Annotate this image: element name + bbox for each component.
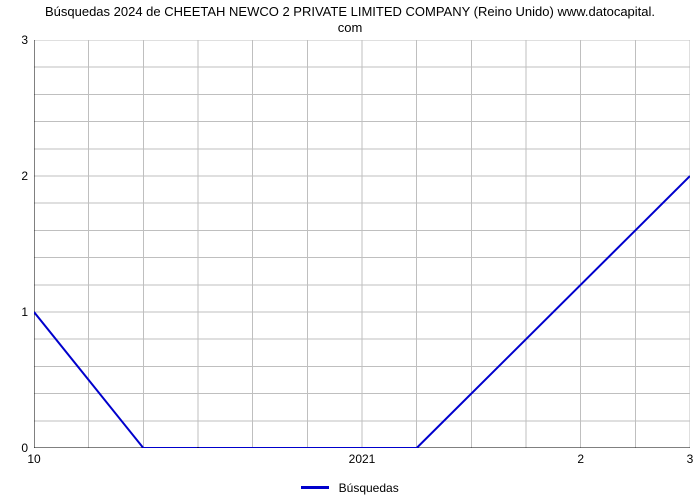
y-tick-label: 3 — [21, 33, 34, 47]
chart-plot-area: 012310202123 — [34, 40, 690, 448]
legend-swatch — [301, 486, 329, 489]
chart-svg — [34, 40, 690, 448]
chart-title-line2: com — [0, 20, 700, 36]
x-tick-label: 2 — [577, 448, 584, 466]
x-tick-label: 2021 — [349, 448, 376, 466]
y-tick-label: 2 — [21, 169, 34, 183]
y-tick-label: 1 — [21, 305, 34, 319]
chart-title: Búsquedas 2024 de CHEETAH NEWCO 2 PRIVAT… — [0, 4, 700, 35]
chart-container: Búsquedas 2024 de CHEETAH NEWCO 2 PRIVAT… — [0, 0, 700, 500]
legend-label: Búsquedas — [339, 481, 399, 495]
chart-legend: Búsquedas — [0, 480, 700, 495]
chart-title-line1: Búsquedas 2024 de CHEETAH NEWCO 2 PRIVAT… — [45, 4, 655, 19]
x-tick-label: 10 — [27, 448, 40, 466]
x-tick-label: 3 — [687, 448, 694, 466]
